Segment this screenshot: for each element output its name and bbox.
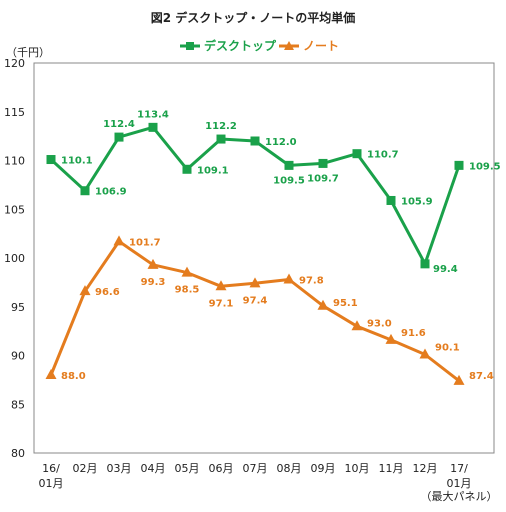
data-point-desktop xyxy=(148,122,158,132)
y-tick-label: 115 xyxy=(4,106,25,119)
data-point-note xyxy=(181,266,193,277)
data-label: 90.1 xyxy=(435,343,460,354)
data-label: 99.4 xyxy=(433,264,458,275)
data-label: 97.1 xyxy=(209,298,234,309)
x-tick-label: 03月 xyxy=(107,462,132,475)
data-label: 91.6 xyxy=(401,328,426,339)
data-point-note xyxy=(283,273,295,284)
y-tick-label: 100 xyxy=(4,252,25,265)
data-label: 97.4 xyxy=(243,295,268,306)
legend: デスクトップ ノート xyxy=(180,38,339,53)
series-line-1 xyxy=(49,239,460,382)
data-point-note xyxy=(317,299,329,310)
x-tick-label: 06月 xyxy=(209,462,234,475)
x-tick-label: 04月 xyxy=(141,462,166,475)
y-tick-label: 90 xyxy=(11,350,25,363)
x-tick-label: 07月 xyxy=(243,462,268,475)
data-label: 110.7 xyxy=(367,150,399,161)
legend-label-note: ノート xyxy=(303,39,339,53)
data-label: 109.5 xyxy=(273,175,305,186)
y-tick-label: 105 xyxy=(4,203,25,216)
x-tick-label: 09月 xyxy=(311,462,336,475)
data-label: 109.1 xyxy=(197,165,229,176)
data-point-note xyxy=(45,369,57,379)
y-tick-label: 95 xyxy=(11,301,25,314)
data-label: 109.7 xyxy=(307,173,339,184)
data-point-desktop xyxy=(386,195,396,205)
data-label: 97.8 xyxy=(299,275,324,286)
x-tick-label: 08月 xyxy=(277,462,302,475)
series-layer xyxy=(45,122,465,385)
data-point-desktop xyxy=(352,149,362,159)
data-label: 113.4 xyxy=(137,109,169,120)
plot-area xyxy=(33,62,495,454)
data-point-note xyxy=(249,277,261,288)
x-tick-label: 11月 xyxy=(379,462,404,475)
data-point-desktop xyxy=(318,158,328,168)
data-point-note xyxy=(385,333,397,344)
legend-marker-desktop xyxy=(186,42,194,50)
data-point-desktop xyxy=(182,164,192,174)
data-point-note xyxy=(453,374,465,385)
y-tick-label: 120 xyxy=(4,57,25,70)
chart-title: 図2 デスクトップ・ノートの平均単価 xyxy=(151,10,356,25)
data-point-desktop xyxy=(454,160,464,170)
x-axis: 16/01月 02月 03月 04月 05月 06月 07月 08月 09月 10月 11月 12月 1… xyxy=(39,462,472,490)
data-point-desktop xyxy=(420,259,430,269)
legend-marker-note xyxy=(284,41,294,50)
y-tick-label: 80 xyxy=(11,447,25,460)
y-axis-label: （千円） xyxy=(6,46,50,59)
data-point-note xyxy=(113,235,125,246)
data-label: 93.0 xyxy=(367,318,392,329)
data-point-note xyxy=(419,348,431,359)
data-point-note xyxy=(79,285,91,296)
data-label: 112.4 xyxy=(103,119,135,130)
data-point-note xyxy=(215,280,227,291)
data-label: 99.3 xyxy=(141,277,166,288)
x-tick-label: 16/01月 xyxy=(39,462,64,490)
data-label: 87.4 xyxy=(469,371,494,382)
data-point-desktop xyxy=(250,136,260,146)
data-point-desktop xyxy=(80,186,90,196)
y-tick-label: 85 xyxy=(11,398,25,411)
data-label: 112.2 xyxy=(205,121,237,132)
data-label: 110.1 xyxy=(61,156,93,167)
data-label: 96.6 xyxy=(95,287,120,298)
x-tick-label: 17/01月 xyxy=(447,462,472,490)
legend-label-desktop: デスクトップ xyxy=(204,38,277,53)
x-axis-footnote: （最大パネル） xyxy=(421,489,498,503)
data-point-desktop xyxy=(46,155,56,165)
data-point-note xyxy=(147,258,159,269)
data-point-desktop xyxy=(284,160,294,170)
data-label: 105.9 xyxy=(401,196,433,207)
x-tick-label: 12月 xyxy=(413,462,438,475)
x-tick-label: 05月 xyxy=(175,462,200,475)
data-point-note xyxy=(351,320,363,331)
data-point-desktop xyxy=(216,134,226,144)
data-label: 98.5 xyxy=(175,285,200,296)
data-label: 88.0 xyxy=(61,371,86,382)
x-tick-label: 10月 xyxy=(345,462,370,475)
x-tick-label: 02月 xyxy=(73,462,98,475)
data-label: 106.9 xyxy=(95,187,127,198)
y-axis: 80 85 90 95 100 105 110 115 120 xyxy=(4,57,25,460)
data-label: 95.1 xyxy=(333,298,358,309)
y-tick-label: 110 xyxy=(4,155,25,168)
data-label: 101.7 xyxy=(129,237,161,248)
data-label: 109.5 xyxy=(469,161,501,172)
data-point-desktop xyxy=(114,132,124,142)
data-label: 112.0 xyxy=(265,137,297,148)
